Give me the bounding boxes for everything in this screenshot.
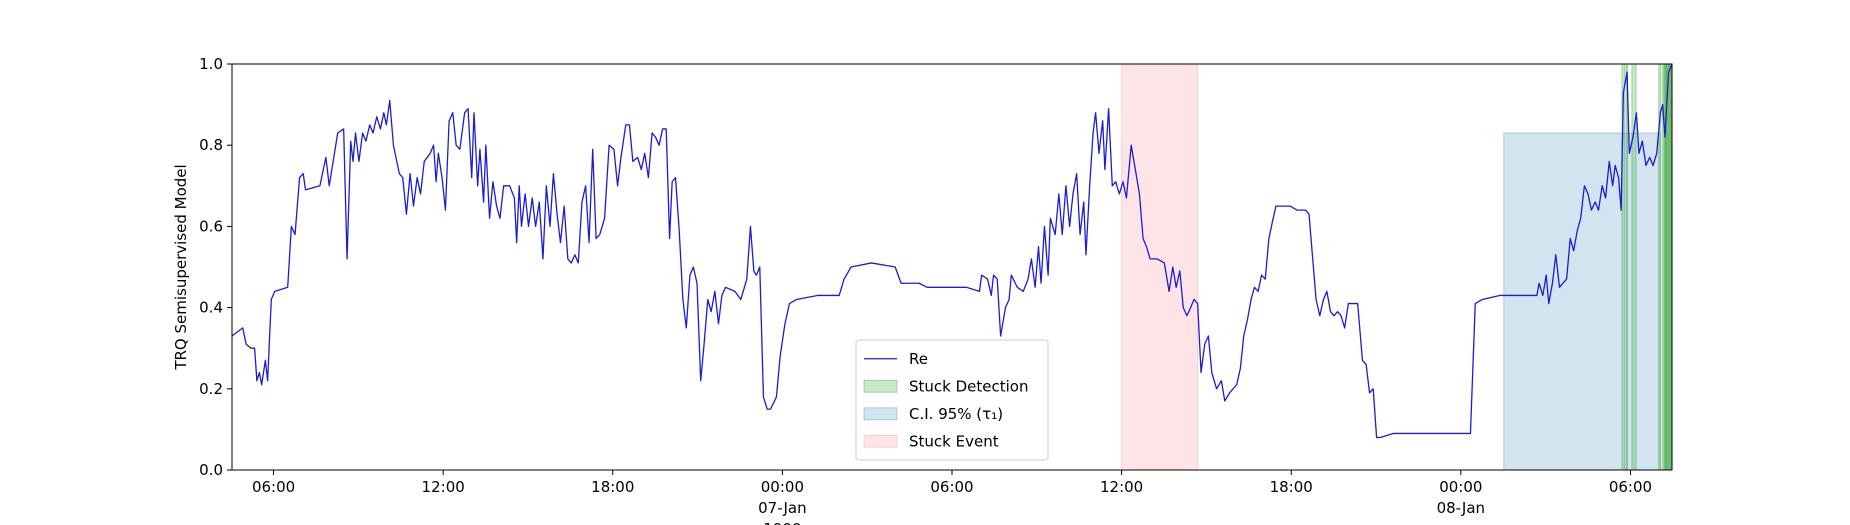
y-tick-label: 0.6 (199, 217, 223, 235)
legend-patch (863, 407, 898, 421)
x-tick-label: 12:00 (422, 478, 465, 496)
x-tick-label: 18:00 (591, 478, 634, 496)
legend-label: C.I. 95% (τ₁) (909, 405, 1003, 423)
x-tick-label: 12:00 (1100, 478, 1143, 496)
span (1121, 63, 1199, 471)
y-axis-label: TRQ Semisupervised Model (172, 164, 190, 370)
legend-patch (863, 379, 898, 393)
x-tick-label: 06:00 (1609, 478, 1652, 496)
y-tick-label: 1.0 (199, 55, 223, 73)
x-tick-label: 06:00 (930, 478, 973, 496)
x-tick-label: 00:00 08-Jan (1437, 478, 1485, 517)
legend: Re Stuck Detection C.I. 95% (τ₁) Stuck Even… (855, 339, 1049, 461)
y-tick-label: 0.0 (199, 461, 223, 479)
span (1625, 63, 1629, 471)
y-tick-label: 0.4 (199, 299, 223, 317)
span (1503, 132, 1661, 471)
legend-label: Stuck Event (909, 432, 999, 450)
y-tick-label: 0.2 (199, 380, 223, 398)
legend-box (855, 339, 1049, 461)
legend-label: Stuck Detection (909, 377, 1028, 395)
x-tick-label: 06:00 (252, 478, 295, 496)
x-tick-label: 18:00 (1270, 478, 1313, 496)
legend-patch (863, 434, 898, 448)
span (1665, 63, 1673, 471)
legend-label: Re (909, 350, 928, 368)
span (1631, 63, 1637, 471)
y-tick-label: 0.8 (199, 136, 223, 154)
line (231, 63, 1673, 439)
